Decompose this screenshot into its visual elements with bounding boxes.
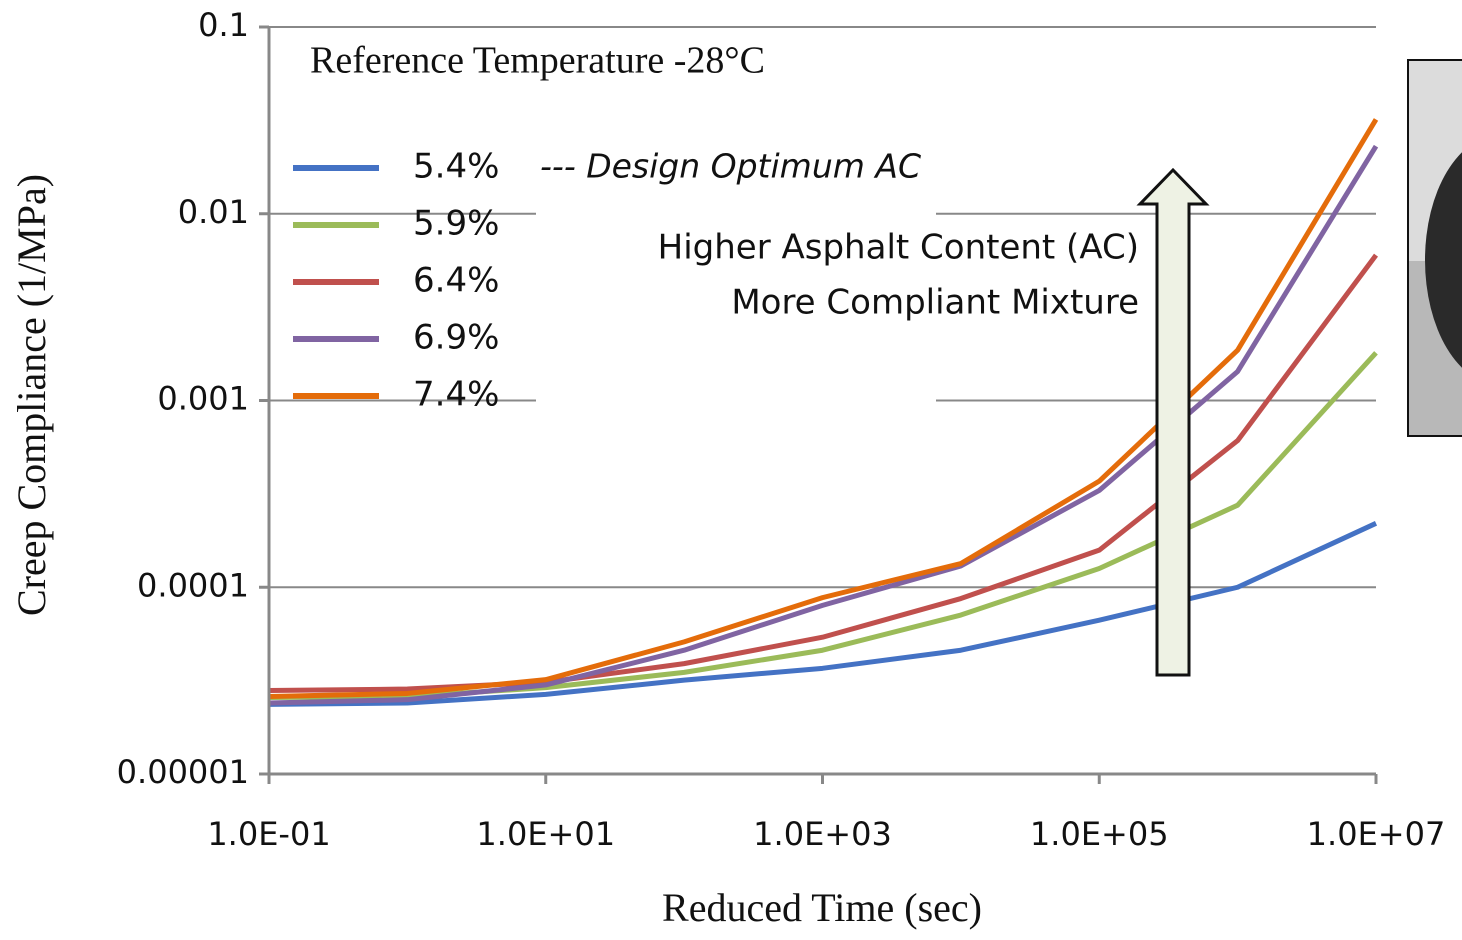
y-tick-label: 0.01 bbox=[178, 193, 249, 231]
y-tick-label: 0.00001 bbox=[117, 753, 249, 791]
x-tick-label: 1.0E+07 bbox=[1307, 815, 1446, 853]
legend-label: 6.9% bbox=[413, 318, 499, 358]
legend: 5.4% 5.9% 6.4% 6.9% 7.4% bbox=[293, 147, 499, 415]
x-axis-label: Reduced Time (sec) bbox=[662, 885, 982, 930]
y-axis-label: Creep Compliance (1/MPa) bbox=[9, 174, 54, 616]
legend-label: 7.4% bbox=[413, 375, 499, 415]
annotation: Higher Asphalt Content (AC) bbox=[658, 228, 1139, 268]
legend-label: 5.9% bbox=[413, 204, 499, 244]
x-tick-label: 1.0E+01 bbox=[476, 815, 615, 853]
series-line bbox=[269, 523, 1376, 704]
annotation: --- Design Optimum AC bbox=[540, 147, 921, 186]
y-tick-label: 0.001 bbox=[157, 380, 249, 418]
x-tick-label: 1.0E+03 bbox=[753, 815, 892, 853]
x-tick-label: 1.0E+05 bbox=[1030, 815, 1169, 853]
y-tick-label: 0.1 bbox=[198, 6, 249, 44]
annotation: Reference Temperature -28°C bbox=[310, 40, 765, 82]
page: {"chart_data": {"type": "line", "x_scale… bbox=[0, 0, 1462, 940]
chart: 5.4% 5.9% 6.4% 6.9% 7.4% Reference Temperatu… bbox=[0, 0, 1462, 940]
y-tick-label: 0.0001 bbox=[137, 566, 249, 604]
annotation: More Compliant Mixture bbox=[731, 283, 1139, 323]
legend-label: 5.4% bbox=[413, 147, 499, 187]
photo-inset bbox=[1408, 60, 1462, 436]
x-tick-label: 1.0E-01 bbox=[207, 815, 330, 853]
legend-label: 6.4% bbox=[413, 261, 499, 301]
